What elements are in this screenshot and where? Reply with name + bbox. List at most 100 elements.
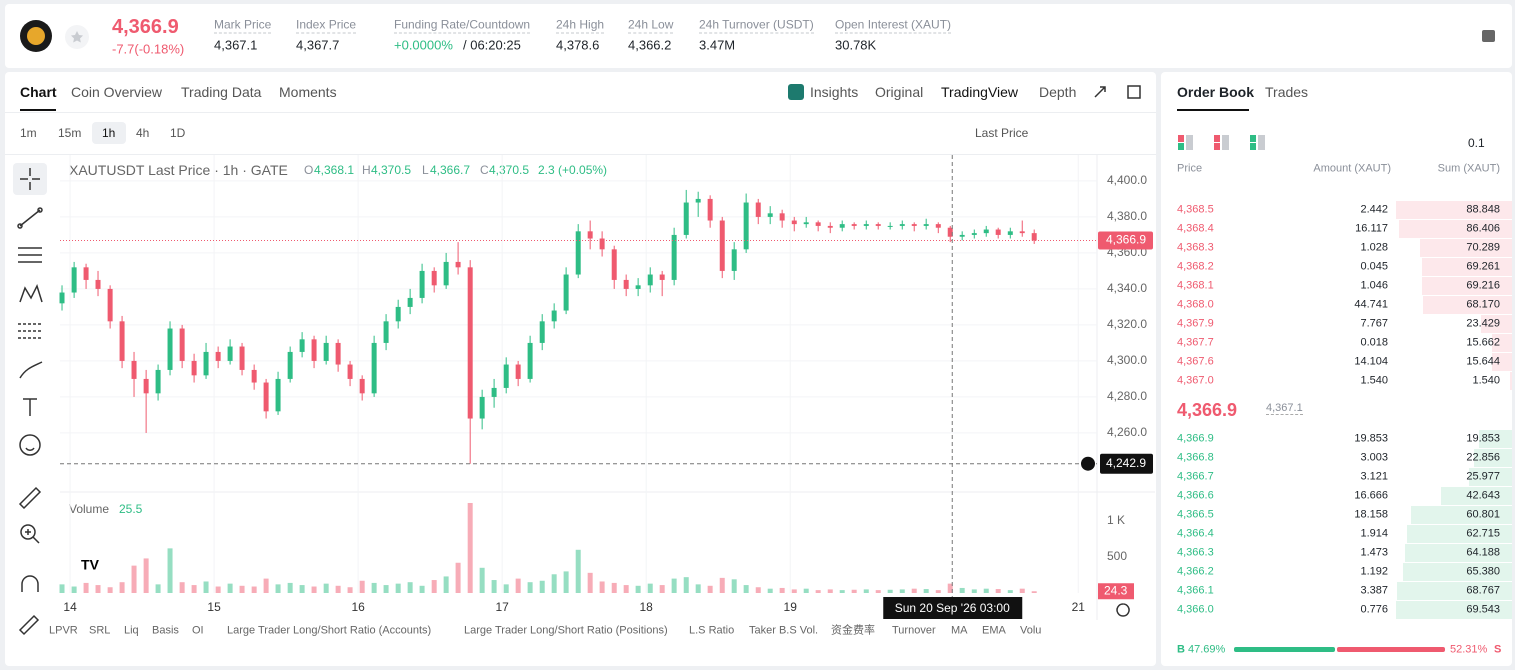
- ob-sum: 68.170: [1466, 298, 1500, 311]
- ob-tab-underline: [1177, 109, 1249, 111]
- stat-value: 4,367.7: [296, 37, 340, 53]
- ob-price: 4,368.2: [1177, 260, 1214, 273]
- volume-bar: [767, 588, 773, 593]
- candle-body: [551, 310, 557, 322]
- volume-bar: [827, 589, 833, 593]
- ob-precision[interactable]: 0.1: [1468, 136, 1485, 150]
- chart-tab[interactable]: Trading Data: [181, 84, 262, 100]
- view-tab[interactable]: TradingView: [941, 84, 1019, 100]
- timeframe[interactable]: 15m: [58, 126, 82, 140]
- candle-body: [611, 249, 617, 280]
- x-tick-label: 16: [351, 600, 365, 614]
- indicator-tab[interactable]: SRL: [89, 624, 111, 637]
- ob-amount: 1.914: [1360, 527, 1388, 540]
- candle-body: [767, 213, 773, 217]
- volume-bar: [611, 582, 617, 593]
- volume-bar: [599, 581, 605, 593]
- volume-bar: [371, 582, 377, 593]
- volume-bar: [803, 588, 809, 593]
- indicator-tab[interactable]: OI: [192, 624, 204, 637]
- volume-bar: [539, 580, 545, 593]
- candle-body: [167, 328, 173, 370]
- x-tick-label: 14: [63, 600, 77, 614]
- stat-label: Open Interest (XAUT): [835, 17, 952, 34]
- candle-body: [779, 213, 785, 221]
- ob-price: 4,368.4: [1177, 222, 1214, 235]
- volume-bar: [263, 578, 269, 593]
- candle-body: [743, 202, 749, 250]
- ob-amount: 14.104: [1354, 355, 1388, 368]
- x-tick-label: 18: [640, 600, 654, 614]
- price-type-select[interactable]: Last Price: [975, 126, 1029, 140]
- indicator-tab[interactable]: Large Trader Long/Short Ratio (Positions…: [464, 624, 668, 637]
- indicator-tab[interactable]: Basis: [152, 624, 179, 637]
- timeframe[interactable]: 1h: [102, 126, 116, 140]
- depth-bar: [1481, 315, 1512, 333]
- ob-amount: 1.192: [1360, 565, 1388, 578]
- header-card: [5, 4, 1512, 68]
- candle-body: [467, 267, 473, 419]
- ob-amount: 7.767: [1360, 317, 1388, 330]
- ob-price: 4,366.3: [1177, 546, 1214, 559]
- coin-logo-inner: [27, 27, 45, 45]
- volume-bar: [251, 586, 257, 593]
- view-tab[interactable]: Insights: [810, 84, 859, 100]
- stat-label: Mark Price: [214, 17, 272, 34]
- indicator-tab[interactable]: Turnover: [892, 624, 936, 637]
- volume-bar: [707, 585, 713, 593]
- ob-price: 4,368.5: [1177, 203, 1214, 216]
- indicator-tab[interactable]: Taker B.S Vol.: [749, 624, 819, 637]
- indicator-tab[interactable]: Liq: [124, 624, 139, 637]
- volume-bar: [143, 558, 149, 593]
- indicator-tab[interactable]: Volu: [1020, 624, 1042, 637]
- indicator-tab[interactable]: Large Trader Long/Short Ratio (Accounts): [227, 624, 432, 637]
- indicator-tab[interactable]: LPVR: [49, 624, 78, 637]
- timeframe[interactable]: 1m: [20, 126, 37, 140]
- ob-sum: 15.644: [1466, 355, 1500, 368]
- volume-bar: [695, 584, 701, 593]
- y-tick-label: 4,260.0: [1107, 425, 1147, 439]
- view-tab[interactable]: Depth: [1039, 84, 1077, 100]
- chart-tab[interactable]: Coin Overview: [71, 84, 163, 100]
- candle-body: [311, 339, 317, 361]
- volume-bar: [959, 587, 965, 593]
- indicator-tab[interactable]: 资金费率: [831, 624, 875, 637]
- stat-value: 4,366.2: [628, 37, 672, 53]
- indicator-tab[interactable]: MA: [951, 624, 968, 637]
- chart-tab[interactable]: Chart: [20, 84, 57, 100]
- candle-body: [263, 382, 269, 412]
- stat-extra: / 06:20:25: [463, 37, 521, 53]
- y-tick-label: 4,280.0: [1107, 389, 1147, 403]
- volume-bar: [647, 583, 653, 593]
- ob-price: 4,366.8: [1177, 451, 1214, 464]
- legend-item: 4,366.7: [430, 163, 471, 177]
- candle-body: [383, 321, 389, 343]
- indicator-tab[interactable]: L.S Ratio: [689, 624, 735, 637]
- view-tab[interactable]: Original: [875, 84, 924, 100]
- menu-icon[interactable]: [1482, 30, 1495, 42]
- indicator-tab[interactable]: EMA: [982, 624, 1006, 637]
- ob-sum: 1.540: [1472, 374, 1500, 387]
- candle-body: [947, 227, 953, 237]
- ob-tab[interactable]: Order Book: [1177, 84, 1255, 100]
- ob-amount: 1.028: [1360, 241, 1388, 254]
- volume-bar: [875, 590, 881, 593]
- candle-body: [995, 229, 1001, 235]
- y-tick-label: 4,300.0: [1107, 353, 1147, 367]
- legend-item: 4,368.1: [314, 163, 355, 177]
- volume-bar: [503, 584, 509, 593]
- candle-body: [83, 267, 89, 280]
- timeframe[interactable]: 1D: [170, 126, 186, 140]
- y-tick-label: 4,340.0: [1107, 281, 1147, 295]
- volume-bar: [191, 585, 197, 593]
- volume-bar: [863, 589, 869, 593]
- ob-sum: 69.261: [1466, 260, 1500, 273]
- x-tick-label: 19: [784, 600, 798, 614]
- chart-tab[interactable]: Moments: [279, 84, 337, 100]
- timeframe[interactable]: 4h: [136, 126, 150, 140]
- candle-body: [347, 364, 353, 379]
- ob-tab[interactable]: Trades: [1265, 84, 1309, 100]
- star-icon: [71, 31, 83, 43]
- volume-bar: [1007, 590, 1013, 593]
- volume-value: 25.5: [119, 502, 143, 516]
